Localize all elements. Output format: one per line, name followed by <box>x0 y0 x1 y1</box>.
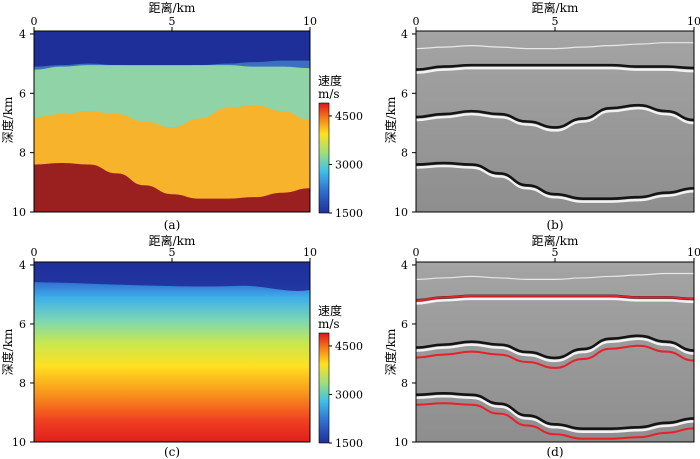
colorbar-tick-label: 3000 <box>335 158 363 171</box>
panel-c-ylabel: 深度/km <box>0 328 15 375</box>
interpreted-horizon <box>415 344 695 369</box>
reflector-white <box>415 395 695 433</box>
y-tick-label: 8 <box>401 147 408 160</box>
x-tick-label: 5 <box>169 15 176 28</box>
panel-b-frame <box>415 30 695 213</box>
reflector-white <box>415 164 695 203</box>
colorbar-bottom-title2: m/s <box>318 317 340 331</box>
panel-b-yticks: 4 6 8 10 <box>394 28 416 219</box>
y-tick-label: 10 <box>394 436 408 449</box>
x-tick-label: 0 <box>31 246 38 259</box>
reflector-white <box>415 106 695 132</box>
y-tick-label: 4 <box>19 259 26 272</box>
x-tick-label: 0 <box>413 15 420 28</box>
y-tick-label: 6 <box>19 318 26 331</box>
x-tick-label: 5 <box>169 246 176 259</box>
panel-b: 距离/km 0 5 10 4 6 8 10 深度/km (b) <box>383 0 700 232</box>
panel-b-ylabel: 深度/km <box>383 96 398 143</box>
panel-c-xlabel: 距离/km <box>149 233 196 248</box>
panel-b-caption: (b) <box>546 218 563 232</box>
y-tick-label: 6 <box>401 318 408 331</box>
panel-a-frame <box>33 30 311 213</box>
colorbar-top: 速度 m/s 4500 3000 1500 <box>318 73 363 220</box>
colorbar-bottom-title1: 速度 <box>318 303 342 318</box>
panel-a-ylabel: 深度/km <box>0 96 15 143</box>
colorbar-top-title2: m/s <box>318 87 340 101</box>
x-tick-label: 10 <box>687 246 700 259</box>
reflector-black <box>415 63 695 71</box>
panel-a-caption: (a) <box>164 218 181 232</box>
panel-c-plot <box>34 262 310 442</box>
velocity-gradient <box>34 262 310 442</box>
y-tick-label: 10 <box>12 206 26 219</box>
colorbar-bottom-ticks: 4500 3000 1500 <box>329 340 363 450</box>
y-tick-label: 6 <box>401 87 408 100</box>
x-tick-label: 10 <box>303 246 317 259</box>
x-tick-label: 10 <box>687 15 700 28</box>
reflector-white <box>415 297 695 305</box>
colorbar-top-ticks: 4500 3000 1500 <box>329 110 363 220</box>
colorbar-top-title1: 速度 <box>318 73 342 88</box>
panel-d-frame <box>415 261 695 443</box>
layer-5 <box>34 163 310 212</box>
panel-d: 距离/km 0 5 10 4 6 8 10 深度/km (d) <box>383 233 700 459</box>
reflector-black <box>415 161 695 200</box>
y-tick-label: 8 <box>19 377 26 390</box>
colorbar-tick-label: 4500 <box>335 110 363 123</box>
x-tick-label: 0 <box>31 15 38 28</box>
panel-a-yticks: 4 6 8 10 <box>12 28 34 219</box>
colorbar-tick-label: 3000 <box>335 388 363 401</box>
y-tick-label: 6 <box>19 87 26 100</box>
panel-d-xticks: 0 5 10 <box>413 246 700 262</box>
reflector-black <box>415 392 695 431</box>
colorbar-tick-label: 4500 <box>335 340 363 353</box>
reflector-white <box>415 337 695 363</box>
panel-d-xlabel: 距离/km <box>532 233 579 248</box>
panel-c-frame <box>33 261 311 443</box>
panel-b-xlabel: 距离/km <box>532 0 579 15</box>
panel-a-xticks: 0 5 10 <box>31 15 317 31</box>
colorbar-tick-label: 1500 <box>335 437 363 450</box>
panel-d-ylabel: 深度/km <box>383 328 398 375</box>
panel-c-caption: (c) <box>164 445 180 459</box>
panel-d-yticks: 4 6 8 10 <box>394 259 416 449</box>
y-tick-label: 10 <box>394 206 408 219</box>
panel-a-plot <box>34 31 310 212</box>
reflector-black <box>415 334 695 360</box>
x-tick-label: 5 <box>552 246 559 259</box>
colorbar-tick-label: 1500 <box>335 207 363 220</box>
panel-c-xticks: 0 5 10 <box>31 246 317 262</box>
y-tick-label: 8 <box>19 147 26 160</box>
colorbar-bottom-bar <box>318 332 330 444</box>
panel-c: 距离/km 0 5 10 4 6 8 10 深度/km (c) <box>0 233 317 459</box>
panel-d-caption: (d) <box>546 445 563 459</box>
reflector-shallow <box>415 272 694 281</box>
interpreted-horizon <box>415 402 695 440</box>
seismic-background <box>416 31 694 212</box>
reflector-shallow <box>415 42 694 50</box>
panel-b-plot <box>415 31 695 212</box>
seismic-background <box>416 262 694 442</box>
colorbar-bottom: 速度 m/s 4500 3000 1500 <box>318 303 363 450</box>
y-tick-label: 4 <box>19 28 26 41</box>
shallow-low-velocity <box>34 262 310 291</box>
x-tick-label: 10 <box>303 15 317 28</box>
interpreted-horizon <box>415 294 695 302</box>
x-tick-label: 0 <box>413 246 420 259</box>
panel-a: 距离/km 0 5 10 4 6 8 10 深度/km (a) <box>0 0 317 232</box>
y-tick-label: 8 <box>401 377 408 390</box>
panel-c-yticks: 4 6 8 10 <box>12 259 34 449</box>
y-tick-label: 4 <box>401 28 408 41</box>
reflector-black <box>415 103 695 129</box>
colorbar-top-bar <box>318 102 330 214</box>
y-tick-label: 4 <box>401 259 408 272</box>
panel-d-plot <box>415 262 695 442</box>
x-tick-label: 5 <box>552 15 559 28</box>
panel-b-xticks: 0 5 10 <box>413 15 700 31</box>
y-tick-label: 10 <box>12 436 26 449</box>
panel-a-xlabel: 距离/km <box>149 0 196 15</box>
reflector-white <box>415 66 695 74</box>
